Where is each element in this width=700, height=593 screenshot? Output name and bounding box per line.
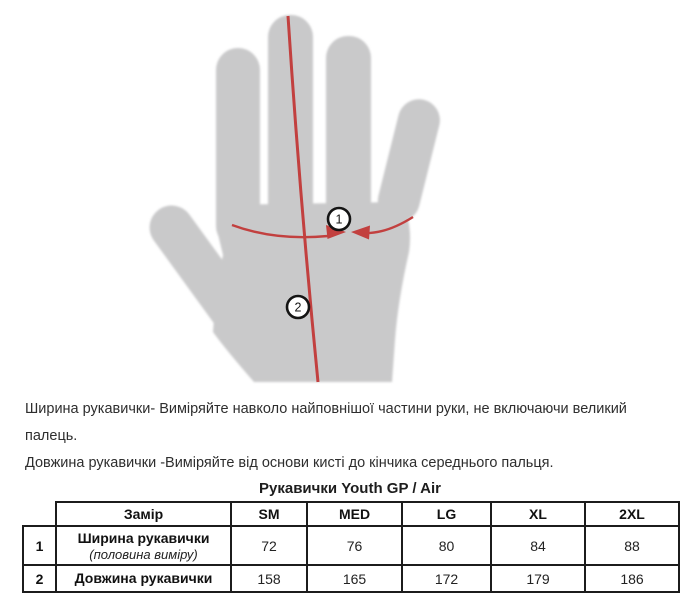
size-header-xl: XL [490, 501, 586, 527]
marker-1: 1 [326, 206, 352, 232]
row-sublabel: (половина виміру) [89, 546, 198, 562]
measure-arrowheads [326, 225, 370, 240]
arrowhead-left-icon [351, 225, 370, 240]
size-value-cell: 158 [230, 564, 308, 593]
size-header-sm: SM [230, 501, 308, 527]
table-row-length: 2 Довжина рукавички 158 165 172 179 186 [22, 564, 680, 593]
row-number: 2 [22, 564, 57, 593]
arrowhead-right-icon [326, 225, 346, 239]
length-instruction: Довжина рукавички -Виміряйте від основи … [25, 455, 554, 471]
size-value-cell: 72 [230, 525, 308, 566]
header-spacer-cell [23, 502, 57, 527]
size-table-title: Рукавички Youth GP / Air [259, 480, 441, 497]
size-value-cell: 172 [401, 564, 492, 593]
size-value-cell: 80 [401, 525, 492, 566]
size-table-header-row: Замір SM MED LG XL 2XL [23, 501, 680, 527]
row-label-cell: Ширина рукавички (половина виміру) [55, 525, 232, 566]
table-row-width: 1 Ширина рукавички (половина виміру) 72 … [22, 525, 680, 566]
size-table: Замір SM MED LG XL 2XL 1 Ширина рукавичк… [22, 501, 680, 593]
width-instruction: Ширина рукавички- Виміряйте навколо найп… [25, 401, 627, 444]
size-header-2xl: 2XL [584, 501, 680, 527]
marker-1-label: 1 [336, 213, 343, 227]
size-value-cell: 88 [584, 525, 680, 566]
row-number: 1 [22, 525, 57, 566]
size-value-cell: 84 [490, 525, 586, 566]
row-label-cell: Довжина рукавички [55, 564, 232, 593]
marker-2-label: 2 [295, 301, 302, 315]
palm [213, 202, 411, 382]
size-value-cell: 179 [490, 564, 586, 593]
pinky-finger [377, 99, 440, 222]
measurement-instructions: Ширина рукавички- Виміряйте навколо найп… [0, 393, 700, 477]
hand-measurement-diagram: 1 2 [149, 15, 440, 383]
size-header-lg: LG [401, 501, 492, 527]
measure-column-header: Замір [55, 501, 232, 527]
size-value-cell: 76 [306, 525, 403, 566]
row-label: Довжина рукавички [74, 570, 213, 586]
hand-diagram-svg: 1 2 [149, 15, 440, 383]
ring-finger [326, 36, 371, 251]
length-measure-line [286, 15, 320, 383]
size-value-cell: 165 [306, 564, 403, 593]
size-header-med: MED [306, 501, 403, 527]
row-label: Ширина рукавички [77, 529, 210, 546]
size-value-cell: 186 [584, 564, 680, 593]
width-measure-line-left [231, 223, 329, 239]
marker-2: 2 [285, 294, 311, 320]
index-finger [216, 48, 260, 248]
